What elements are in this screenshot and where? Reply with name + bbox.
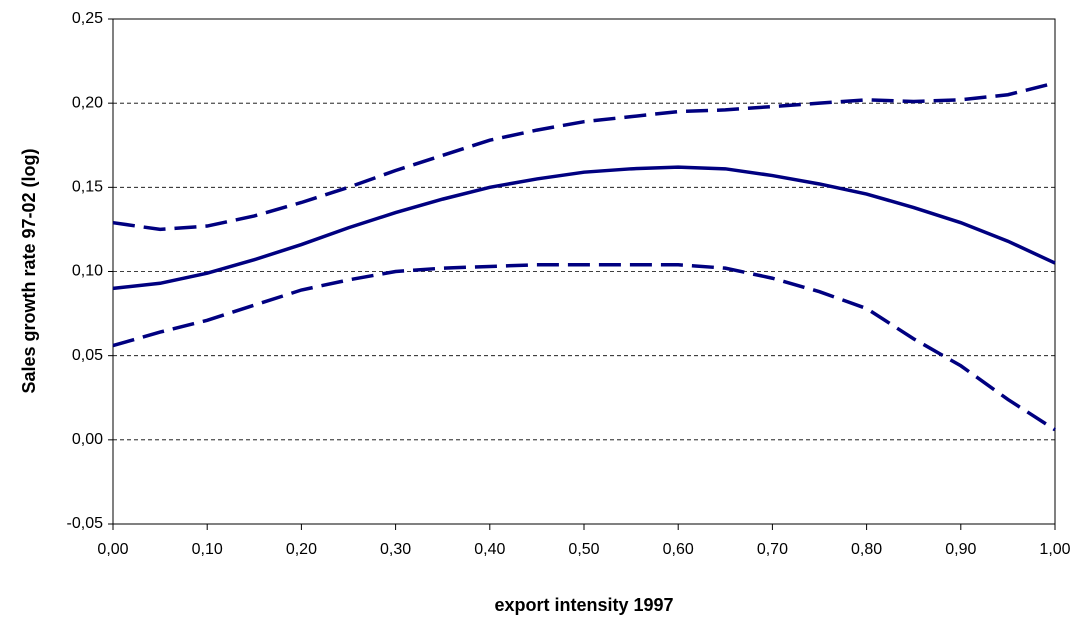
x-tick-label: 0,30 — [380, 541, 411, 558]
series-line — [112, 165, 1056, 291]
x-tick-label: 0,60 — [663, 541, 694, 558]
x-tick-label: 0,80 — [851, 541, 882, 558]
y-axis-title: Sales growth rate 97-02 (log) — [19, 148, 39, 393]
x-tick-label: 0,00 — [97, 541, 128, 558]
y-tick-label: 0,15 — [72, 179, 103, 196]
x-tick-label: 0,40 — [474, 541, 505, 558]
x-tick-label: 1,00 — [1039, 541, 1070, 558]
x-tick-label: 0,10 — [192, 541, 223, 558]
y-tick-label: -0,05 — [67, 515, 104, 532]
x-tick-label: 0,20 — [286, 541, 317, 558]
x-tick-label: 0,70 — [757, 541, 788, 558]
x-axis-title: export intensity 1997 — [494, 595, 673, 615]
x-tick-label: 0,50 — [568, 541, 599, 558]
series-line — [112, 81, 1056, 232]
y-tick-label: 0,20 — [72, 94, 103, 111]
y-tick-label: 0,05 — [72, 347, 103, 364]
y-tick-label: 0,00 — [72, 431, 103, 448]
series-line — [112, 263, 1056, 432]
x-tick-label: 0,90 — [945, 541, 976, 558]
y-tick-label: 0,25 — [72, 10, 103, 27]
y-tick-label: 0,10 — [72, 263, 103, 280]
